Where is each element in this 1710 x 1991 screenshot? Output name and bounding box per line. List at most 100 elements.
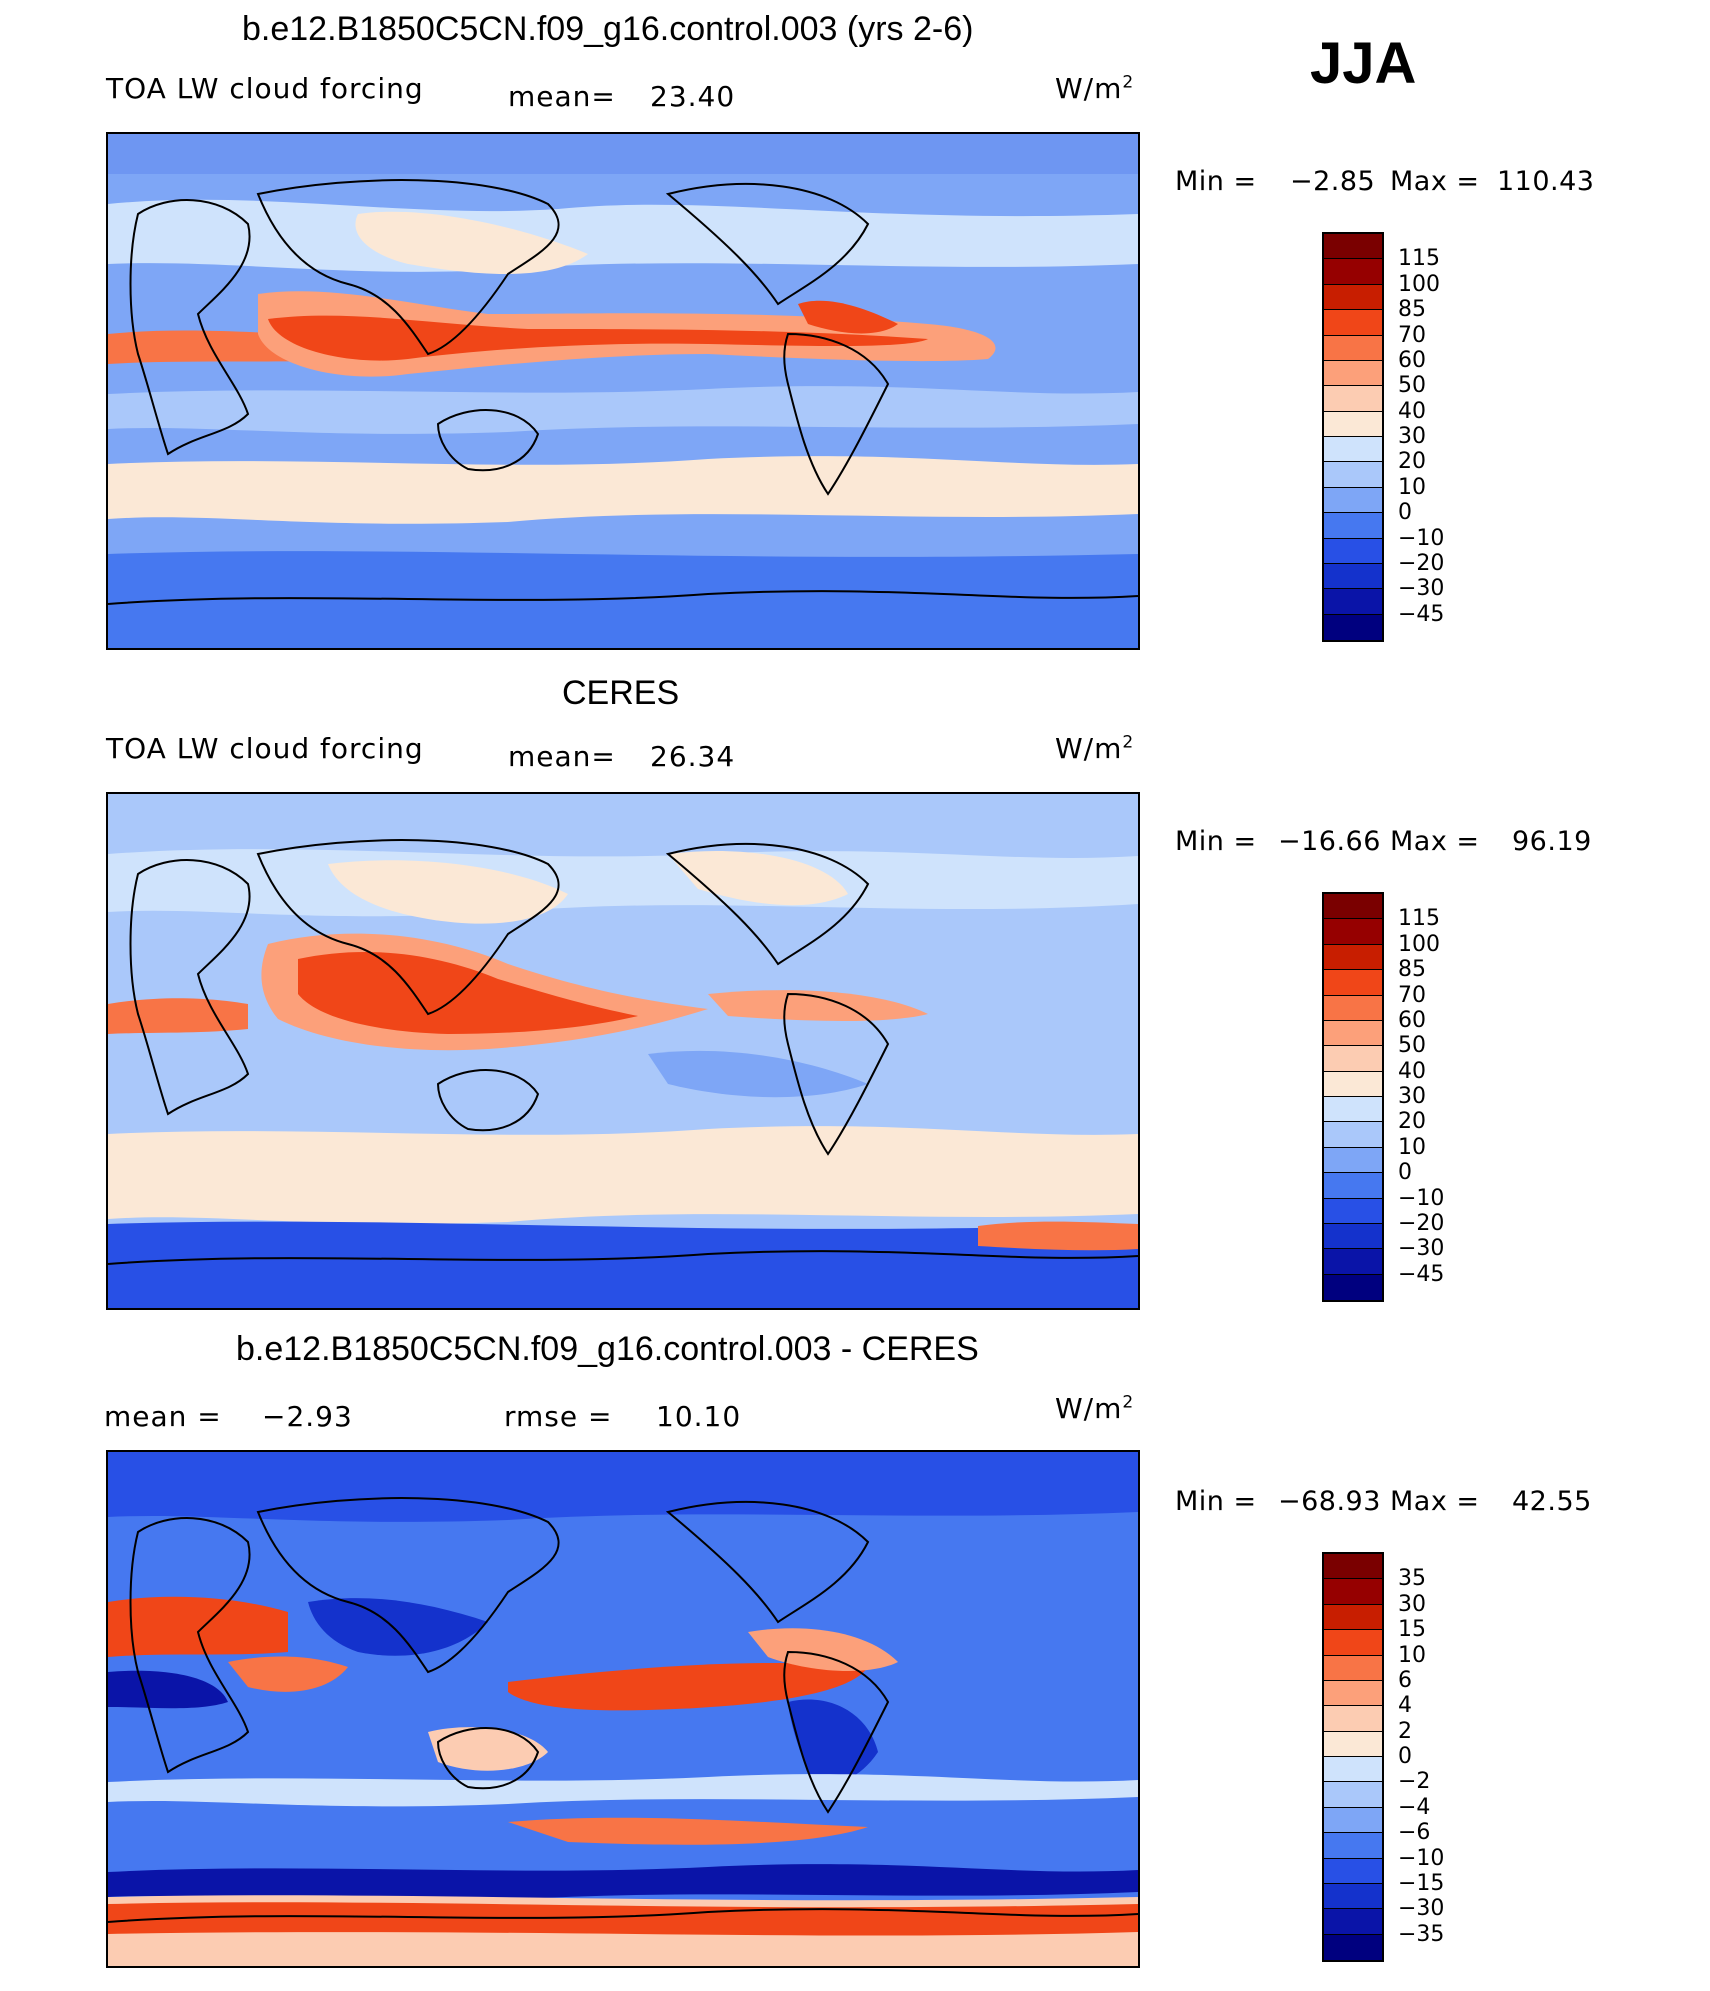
colorbar-level-label: 30 <box>1398 1084 1426 1109</box>
panel1-min-value: −2.85 <box>1290 166 1376 197</box>
colorbar-segment <box>1324 563 1382 590</box>
colorbar-level-label: −10 <box>1398 1185 1445 1211</box>
panel2-field-warm-pool-core <box>298 951 638 1034</box>
colorbar-level-label: 0 <box>1398 1160 1412 1186</box>
panel3-map-svg <box>108 1452 1138 1966</box>
colorbar-segment <box>1324 944 1382 971</box>
colorbar-segment <box>1324 1097 1382 1123</box>
colorbar-segment <box>1324 1147 1382 1174</box>
colorbar-level-label: −30 <box>1398 1236 1445 1262</box>
colorbar-level-label: 85 <box>1398 297 1426 323</box>
panel2-title: CERES <box>562 674 680 712</box>
panel1-field-itcz-core <box>268 315 928 361</box>
colorbar-level-label: 0 <box>1398 500 1412 526</box>
colorbar-level-label: 2 <box>1398 1718 1412 1744</box>
panel2-colorbar-labels: 115 100 85 70 60 50 40 30 20 10 0 −10 −20 −30 −45 <box>1398 892 1488 1302</box>
colorbar-level-label: −45 <box>1398 601 1445 627</box>
colorbar-segment <box>1324 310 1382 336</box>
panel2-map-svg <box>108 794 1138 1308</box>
panel1-field-arctic <box>108 134 1138 174</box>
panel1-mean-value: 23.40 <box>650 80 736 113</box>
colorbar-level-label: 50 <box>1398 373 1426 399</box>
panel2-units: W/m2 <box>1055 732 1135 765</box>
colorbar-segment <box>1324 894 1382 920</box>
panel3-coastlines <box>108 1497 1138 1923</box>
panel1-units: W/m2 <box>1055 72 1135 105</box>
panel2-field-itcz-east <box>708 990 928 1021</box>
panel2-min-label: Min = <box>1175 826 1257 857</box>
colorbar-level-label: 85 <box>1398 957 1426 983</box>
panel1-field-central-america <box>798 300 898 334</box>
colorbar-segment <box>1324 386 1382 412</box>
panel2-max-value: 96.19 <box>1512 826 1592 857</box>
colorbar-level-label: −30 <box>1398 1896 1445 1922</box>
colorbar-level-label: 35 <box>1398 1566 1426 1592</box>
colorbar-level-label: −45 <box>1398 1261 1445 1287</box>
panel3-map <box>106 1450 1140 1968</box>
panel3-field-africa-north <box>108 1596 288 1657</box>
colorbar-segment <box>1324 1757 1382 1783</box>
colorbar-segment <box>1324 919 1382 945</box>
panel3-min-value: −68.93 <box>1278 1486 1381 1517</box>
colorbar-level-label: −10 <box>1398 1845 1445 1871</box>
colorbar-level-label: 60 <box>1398 1007 1426 1033</box>
colorbar-segment <box>1324 1046 1382 1072</box>
colorbar-segment <box>1324 1249 1382 1275</box>
panel2-field-weddell <box>978 1221 1138 1251</box>
colorbar-segment <box>1324 614 1382 640</box>
colorbar-level-label: 30 <box>1398 424 1426 449</box>
colorbar-segment <box>1324 1223 1382 1250</box>
panel3-field-amazon <box>788 1699 878 1783</box>
colorbar-segment <box>1324 1173 1382 1199</box>
colorbar-level-label: −6 <box>1398 1820 1431 1846</box>
panel2-min-value: −16.66 <box>1278 826 1381 857</box>
colorbar-segment <box>1324 513 1382 539</box>
panel3-colorbar <box>1322 1552 1384 1962</box>
panel1-field-storm-track <box>108 456 1138 524</box>
colorbar-segment <box>1324 995 1382 1021</box>
colorbar-level-label: 15 <box>1398 1617 1426 1643</box>
colorbar-segment <box>1324 360 1382 387</box>
colorbar-level-label: 20 <box>1398 1109 1426 1135</box>
colorbar-level-label: −30 <box>1398 576 1445 602</box>
panel3-mean-value: −2.93 <box>262 1400 353 1433</box>
panel3-max-value: 42.55 <box>1512 1486 1592 1517</box>
colorbar-segment <box>1324 1731 1382 1757</box>
colorbar-level-label: 115 <box>1398 246 1440 272</box>
panel2-mean-value: 26.34 <box>650 740 736 773</box>
colorbar-segment <box>1324 1122 1382 1148</box>
panel2-field-subtropics <box>648 1050 868 1098</box>
colorbar-segment <box>1324 589 1382 615</box>
colorbar-segment <box>1324 487 1382 514</box>
colorbar-segment <box>1324 1071 1382 1097</box>
panel1-variable: TOA LW cloud forcing <box>106 72 424 105</box>
colorbar-segment <box>1324 1554 1382 1580</box>
colorbar-segment <box>1324 1680 1382 1707</box>
colorbar-level-label: −4 <box>1398 1794 1431 1820</box>
panel3-field-south-pacific <box>508 1817 868 1845</box>
colorbar-level-label: −15 <box>1398 1870 1445 1896</box>
panel1-colorbar-labels: 115 100 85 70 60 50 40 30 20 10 0 −10 −20 −30 −45 <box>1398 232 1488 642</box>
panel3-units: W/m2 <box>1055 1392 1135 1425</box>
colorbar-level-label: 100 <box>1398 271 1440 297</box>
season-label: JJA <box>1310 31 1417 96</box>
colorbar-level-label: −20 <box>1398 550 1445 576</box>
colorbar-segment <box>1324 234 1382 260</box>
colorbar-level-label: 115 <box>1398 906 1440 932</box>
colorbar-segment <box>1324 1604 1382 1631</box>
panel2-field-asia <box>328 860 568 924</box>
colorbar-segment <box>1324 970 1382 996</box>
panel3-field-africa-south <box>228 1656 348 1692</box>
panel1-max-label: Max = <box>1390 166 1480 197</box>
colorbar-segment <box>1324 1020 1382 1047</box>
colorbar-segment <box>1324 1934 1382 1960</box>
colorbar-segment <box>1324 1630 1382 1656</box>
panel1-field-south-band <box>108 386 1138 434</box>
colorbar-level-label: 4 <box>1398 1693 1412 1719</box>
panel2-max-label: Max = <box>1390 826 1480 857</box>
panel3-field-arctic <box>108 1452 1138 1522</box>
colorbar-segment <box>1324 1579 1382 1605</box>
panel1-map-svg <box>108 134 1138 648</box>
colorbar-level-label: 30 <box>1398 1591 1426 1617</box>
colorbar-segment <box>1324 411 1382 437</box>
